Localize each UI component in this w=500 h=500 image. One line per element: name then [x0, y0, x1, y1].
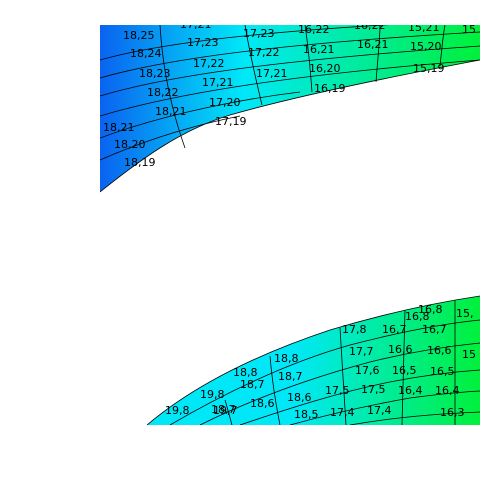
cell-label: 17,4 — [367, 404, 392, 417]
cell-label: 18,7 — [278, 370, 303, 383]
lower-cell-labels: 16,8 16,8 15, 17,8 16,7 16,7 17,7 16,6 1… — [165, 303, 476, 421]
cell-label: 15 — [462, 23, 476, 36]
cell-label: 15 — [462, 348, 476, 361]
cell-label: 17,4 — [330, 406, 355, 419]
cell-label: 16,22 — [298, 23, 330, 36]
upper-mesh-line — [100, 31, 480, 79]
lower-mesh-line — [169, 319, 480, 425]
cell-label: 18,23 — [139, 67, 171, 80]
lower-mesh-lines — [146, 295, 480, 425]
cell-label: 18,22 — [147, 86, 179, 99]
cell-label: 18,7 — [240, 378, 265, 391]
upper-mesh-line — [375, 25, 381, 83]
cell-label: 15,20 — [410, 40, 442, 53]
cell-label: 18,21 — [103, 121, 135, 134]
cell-label: 18,8 — [274, 352, 299, 365]
cell-label: 16,5 — [392, 364, 417, 377]
lower-mesh-line — [199, 342, 480, 425]
cell-label: 15,19 — [413, 62, 445, 75]
cell-label: 17,21 — [256, 67, 288, 80]
upper-mesh-band: 18,25 17,21 17,23 16,22 16,22 15,21 15 1… — [100, 18, 480, 193]
upper-mesh-line — [304, 25, 313, 93]
cell-label: 16,22 — [354, 19, 386, 32]
upper-mesh-line — [439, 25, 446, 67]
cell-label: 18,8 — [233, 366, 258, 379]
cell-label: 15,21 — [408, 21, 440, 34]
upper-mesh-lines — [100, 25, 480, 193]
cell-label: 16,20 — [309, 62, 341, 75]
lower-mesh-line — [339, 327, 347, 425]
cell-label: 17,23 — [243, 27, 275, 40]
cell-label: 19,8 — [165, 404, 190, 417]
cell-label: 18,19 — [124, 156, 156, 169]
cell-label: 16,19 — [314, 82, 346, 95]
cell-label: 16,6 — [388, 343, 413, 356]
lower-mesh-line — [239, 369, 480, 425]
upper-mesh-line — [100, 115, 241, 161]
cell-label: 17,5 — [325, 384, 350, 397]
cell-label: 16,7 — [382, 323, 407, 336]
upper-mesh-line — [100, 59, 480, 117]
cell-label: 19,7 — [213, 404, 238, 417]
lower-mesh-line — [401, 309, 406, 425]
cell-label: 17,22 — [193, 57, 225, 70]
lower-mesh-line — [146, 295, 480, 425]
lower-mesh-band: 16,8 16,8 15, 17,8 16,7 16,7 17,7 16,6 1… — [146, 295, 480, 425]
upper-cell-labels: 18,25 17,21 17,23 16,22 16,22 15,21 15 1… — [103, 18, 476, 169]
upper-mesh-line — [100, 59, 480, 193]
cell-label: 16,4 — [398, 384, 423, 397]
cell-label: 16,6 — [427, 344, 452, 357]
cell-label: 17,23 — [187, 36, 219, 49]
cell-label: 16,3 — [440, 406, 465, 419]
upper-mesh-line — [100, 45, 480, 97]
cell-label: 16,4 — [435, 384, 460, 397]
lower-mesh-line — [289, 390, 480, 425]
cell-label: 18,20 — [114, 138, 146, 151]
cell-label: 16,7 — [422, 323, 447, 336]
upper-mesh-line — [100, 25, 391, 61]
upper-mesh-line — [100, 91, 301, 139]
cell-label: 16,21 — [357, 38, 389, 51]
cell-label: 17,6 — [355, 364, 380, 377]
cell-label: 17,5 — [361, 383, 386, 396]
cell-label: 18,7 — [211, 403, 236, 416]
upper-mesh-line — [244, 25, 263, 106]
cell-label: 17,19 — [215, 115, 247, 128]
cell-label: 17,8 — [342, 323, 367, 336]
lower-mesh-line — [349, 411, 480, 425]
lower-mesh-line — [224, 399, 233, 425]
cell-label: 17,21 — [180, 18, 212, 31]
cell-label: 18,6 — [250, 397, 275, 410]
lower-mesh-line — [269, 355, 281, 425]
cell-label: 16,8 — [405, 310, 430, 323]
cell-label: 16,5 — [430, 365, 455, 378]
cell-label: 18,5 — [294, 408, 319, 421]
cell-label: 18,25 — [123, 29, 155, 42]
cell-label: 18,24 — [130, 47, 162, 60]
cell-label: 17,7 — [349, 345, 374, 358]
cell-label: 17,22 — [248, 46, 280, 59]
cell-label: 15, — [456, 307, 474, 320]
upper-band-fill — [100, 25, 480, 192]
cell-label: 17,20 — [209, 96, 241, 109]
cell-label: 16,8 — [418, 303, 443, 316]
upper-mesh-line — [159, 25, 186, 149]
cell-label: 18,21 — [155, 105, 187, 118]
cell-label: 18,6 — [287, 391, 312, 404]
cell-label: 16,21 — [303, 43, 335, 56]
cell-label: 19,8 — [200, 388, 225, 401]
cell-label: 17,21 — [202, 76, 234, 89]
